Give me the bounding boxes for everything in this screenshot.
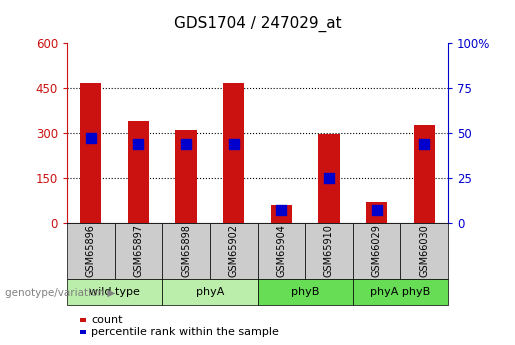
Text: GSM66030: GSM66030 (419, 225, 429, 277)
Bar (401, 223, 448, 279)
Text: GSM65902: GSM65902 (229, 225, 238, 277)
Text: GSM65904: GSM65904 (277, 225, 286, 277)
Bar (353, 223, 401, 279)
Text: phyA phyB: phyA phyB (370, 287, 431, 297)
Bar (67, 223, 115, 279)
Bar (353, 279, 448, 305)
Text: GSM66029: GSM66029 (372, 225, 382, 277)
Bar (258, 223, 305, 279)
Point (134, 141, 143, 146)
Bar (223, 83, 245, 223)
Text: GSM65897: GSM65897 (133, 225, 143, 277)
Bar (318, 134, 340, 223)
Bar (114, 223, 162, 279)
Bar (80, 83, 101, 223)
Point (325, 175, 333, 180)
Text: GDS1704 / 247029_at: GDS1704 / 247029_at (174, 16, 341, 32)
Bar (366, 201, 387, 223)
Bar (270, 205, 292, 223)
Text: genotype/variation ▶: genotype/variation ▶ (5, 288, 115, 297)
Text: percentile rank within the sample: percentile rank within the sample (91, 327, 279, 337)
Text: GSM65910: GSM65910 (324, 225, 334, 277)
Text: wild type: wild type (89, 287, 140, 297)
Bar (162, 279, 258, 305)
Bar (128, 121, 149, 223)
Point (87, 136, 95, 141)
Bar (414, 125, 435, 223)
Bar (305, 223, 353, 279)
Point (372, 207, 381, 213)
Text: count: count (91, 315, 123, 325)
Bar (162, 223, 210, 279)
Bar (258, 279, 353, 305)
Point (277, 207, 285, 213)
Bar (67, 279, 162, 305)
Point (182, 141, 190, 146)
Bar (175, 130, 197, 223)
Bar (210, 223, 258, 279)
Text: phyB: phyB (291, 287, 319, 297)
Text: phyA: phyA (196, 287, 224, 297)
Text: GSM65896: GSM65896 (86, 225, 96, 277)
Point (420, 141, 428, 146)
Point (230, 141, 238, 146)
Text: GSM65898: GSM65898 (181, 225, 191, 277)
